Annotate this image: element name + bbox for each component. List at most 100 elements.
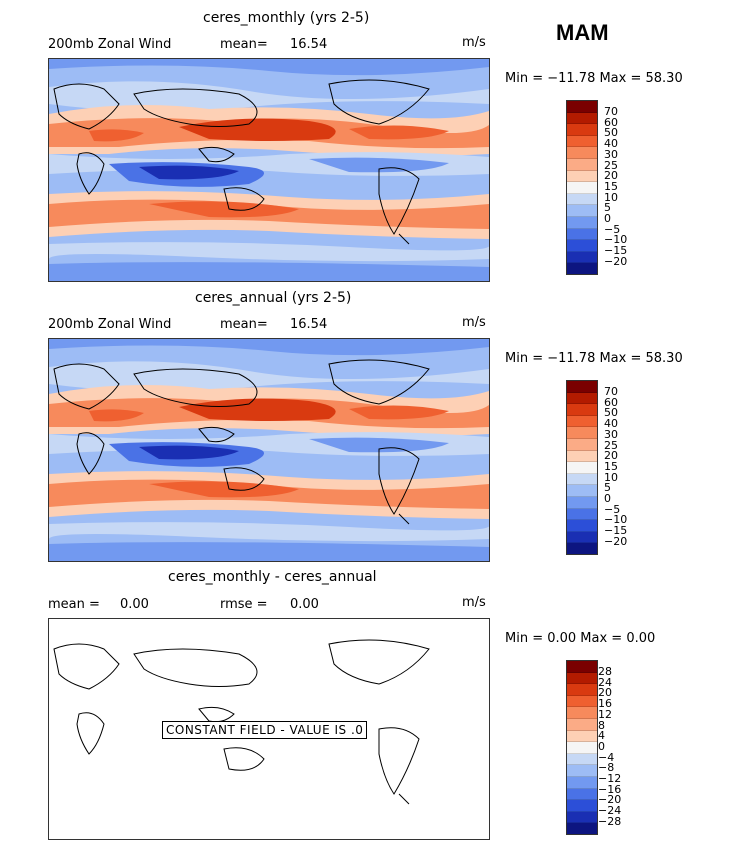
colorbar-label: 0 [604,212,611,226]
colorbar-swatch [567,228,597,241]
colorbar-swatch [567,450,597,463]
panel-2-title: ceres_annual (yrs 2-5) [195,290,352,306]
panel-3-units: m/s [462,595,486,610]
colorbar-label: −10 [604,513,628,527]
panel-1-map [48,58,490,282]
panel-3-mean-label: mean = [48,597,100,612]
colorbar-swatch [567,788,597,801]
colorbar-label: 60 [604,395,618,409]
colorbar-swatch [567,520,597,532]
colorbar-label: −16 [598,782,622,796]
colorbar-label: −5 [604,502,621,516]
colorbar-swatch [567,508,597,521]
panel-3-colorbar-labels: 28 24 20 16 12 8 4 0 −4 −8 −12 −16 −20 −… [598,666,622,828]
colorbar-swatch [567,776,597,789]
colorbar-swatch [567,485,597,497]
panel-1-units: m/s [462,35,486,50]
colorbar-swatch [567,193,597,206]
colorbar-label: 15 [604,459,618,473]
colorbar-swatch [567,124,597,136]
panel-1-colorbar [566,100,598,275]
colorbar-swatch [567,695,597,708]
colorbar-label: 20 [598,686,612,700]
colorbar-label: −5 [604,222,621,236]
panel-2-variable: 200mb Zonal Wind [48,317,172,332]
colorbar-label: 40 [604,137,618,151]
colorbar-swatch [567,135,597,148]
colorbar-swatch [567,753,597,766]
colorbar-label: 25 [604,438,618,452]
colorbar-label: 70 [604,105,618,118]
colorbar-swatch [567,263,597,274]
panel-3-title: ceres_monthly - ceres_annual [168,569,377,585]
colorbar-swatch [567,112,597,125]
colorbar-swatch [567,823,597,834]
colorbar-label: 12 [598,707,612,721]
colorbar-swatch [567,718,597,731]
panel-1-mean-label: mean= [220,37,268,52]
panel-1-minmax: Min = −11.78 Max = 58.30 [505,71,683,86]
colorbar-label: −4 [598,750,615,764]
panel-1-colorbar-labels: 70 60 50 40 30 25 20 15 10 5 0 −5 −10 −1… [604,105,628,268]
colorbar-label: 40 [604,417,618,431]
colorbar-swatch [567,438,597,451]
colorbar-label: −20 [604,534,628,548]
colorbar-swatch [567,182,597,194]
colorbar-swatch [567,531,597,544]
colorbar-swatch [567,742,597,754]
colorbar-swatch [567,730,597,743]
panel-1-variable: 200mb Zonal Wind [48,37,172,52]
colorbar-label: −10 [604,233,628,247]
colorbar-swatch [567,496,597,509]
panel-2-mean-label: mean= [220,317,268,332]
panel-2-units: m/s [462,315,486,330]
colorbar-swatch [567,101,597,113]
colorbar-label: 30 [604,427,618,441]
colorbar-label: 5 [604,481,611,495]
panel-3-rmse-label: rmse = [220,597,268,612]
colorbar-label: 25 [604,158,618,172]
panel-3-mean-value: 0.00 [120,597,149,612]
colorbar-label: 10 [604,470,618,484]
colorbar-label: −12 [598,772,622,786]
colorbar-label: 50 [604,406,618,420]
colorbar-label: −24 [598,804,622,818]
colorbar-swatch [567,158,597,171]
colorbar-label: 8 [598,718,605,732]
colorbar-swatch [567,427,597,439]
colorbar-swatch [567,473,597,486]
panel-3-minmax: Min = 0.00 Max = 0.00 [505,631,656,646]
panel-2-colorbar [566,380,598,555]
colorbar-label: −15 [604,524,628,538]
colorbar-label: 10 [604,190,618,204]
colorbar-label: 15 [604,179,618,193]
constant-field-note: CONSTANT FIELD - VALUE IS .0 [162,721,368,739]
colorbar-swatch [567,147,597,159]
colorbar-swatch [567,381,597,393]
colorbar-swatch [567,811,597,824]
colorbar-label: 16 [598,697,612,711]
panel-3-colorbar [566,660,598,835]
season-label: MAM [556,20,609,45]
colorbar-swatch [567,170,597,183]
colorbar-label: −8 [598,761,615,775]
colorbar-label: 70 [604,385,618,398]
panel-2-mean-value: 16.54 [290,317,328,332]
colorbar-label: 30 [604,147,618,161]
colorbar-label: 20 [604,169,618,183]
colorbar-swatch [567,205,597,217]
panel-2-colorbar-labels: 70 60 50 40 30 25 20 15 10 5 0 −5 −10 −1… [604,385,628,548]
colorbar-swatch [567,404,597,416]
colorbar-swatch [567,240,597,252]
colorbar-swatch [567,800,597,812]
colorbar-label: 20 [604,449,618,463]
colorbar-swatch [567,672,597,685]
colorbar-label: 0 [598,739,605,753]
colorbar-swatch [567,684,597,696]
colorbar-swatch [567,216,597,229]
colorbar-label: 24 [598,675,612,689]
panel-1-mean-value: 16.54 [290,37,328,52]
colorbar-swatch [567,543,597,554]
colorbar-swatch [567,415,597,428]
colorbar-label: −20 [604,254,628,268]
